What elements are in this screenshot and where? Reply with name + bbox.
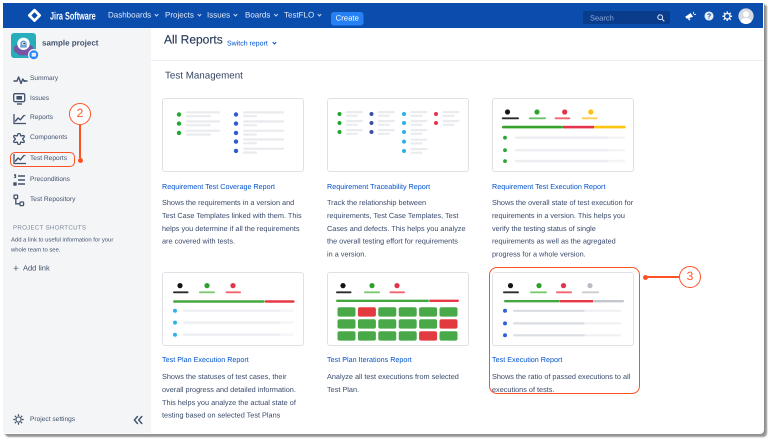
svg-text:?: ? [707, 12, 712, 20]
